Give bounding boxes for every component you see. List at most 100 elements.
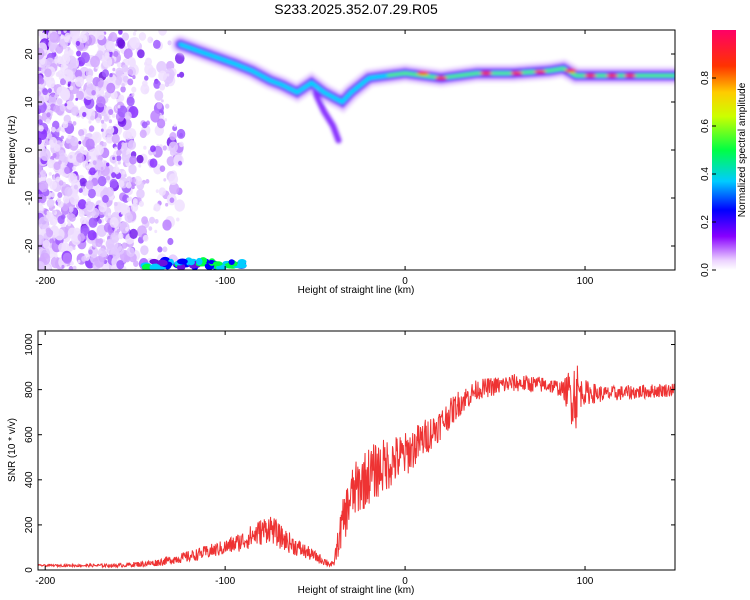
noise-speckle [142,234,149,242]
y-tick-label: 600 [24,426,35,443]
spectrogram-x-axis-label: Height of straight line (km) [298,285,415,296]
noise-speckle [129,155,137,165]
signal-blob [141,263,153,270]
noise-speckle [52,209,56,214]
noise-speckle [78,140,82,145]
ridge-peak [510,71,523,75]
ridge-peak [624,73,637,78]
noise-speckle [107,212,112,217]
noise-speckle [166,156,176,167]
noise-speckle [167,237,174,246]
colorbar: 0.0 0.2 0.4 0.6 0.8 Normalized spectral ampl… [700,30,748,277]
noise-speckle [141,121,148,129]
signal-blob [237,259,247,265]
noise-speckle [38,95,45,106]
noise-speckle [126,128,137,140]
snr-background [38,331,675,570]
noise-speckle [60,214,66,220]
noise-speckle [116,155,122,162]
noise-speckle [138,164,142,168]
noise-speckle [64,186,73,197]
noise-speckle [112,166,120,175]
noise-speckle [76,152,85,163]
noise-speckle [96,30,105,41]
noise-speckle [67,221,72,227]
noise-speckle [46,229,53,238]
noise-speckle [143,145,147,150]
noise-speckle [121,64,129,73]
noise-speckle [121,149,127,156]
noise-speckle [97,219,102,224]
noise-speckle [165,103,170,109]
noise-speckle [55,71,60,77]
noise-speckle [140,245,149,256]
noise-speckle [116,228,121,233]
noise-speckle [62,120,69,129]
noise-speckle [77,233,85,242]
noise-speckle [46,198,55,208]
noise-speckle [100,166,104,170]
noise-speckle [55,176,61,182]
noise-speckle [72,265,77,270]
noise-speckle [39,142,45,148]
noise-speckle [68,213,76,222]
colorbar-gradient [712,30,736,270]
noise-speckle [174,52,185,64]
noise-speckle [62,195,70,204]
noise-speckle [78,129,85,137]
signal-blob [149,258,159,265]
noise-speckle [38,137,42,145]
x-tick-label: 0 [402,576,408,587]
noise-speckle [131,185,135,190]
noise-speckle [68,122,72,127]
noise-speckle [103,115,110,122]
noise-speckle [115,209,118,213]
noise-speckle [147,36,154,44]
noise-speckle [89,167,96,176]
noise-speckle [81,255,87,262]
noise-speckle [51,126,56,133]
noise-speckle [141,216,149,225]
ridge-peak [417,71,430,75]
noise-speckle [133,175,142,186]
noise-speckle [164,118,168,122]
noise-speckle [61,264,65,269]
noise-speckle [168,173,179,186]
noise-speckle [163,178,167,182]
noise-speckle [53,105,60,113]
noise-speckle [117,39,126,49]
noise-speckle [88,119,92,124]
noise-speckle [106,82,116,94]
noise-speckle [164,81,170,88]
y-tick-label: 0 [24,567,35,573]
noise-speckle [124,212,133,223]
noise-speckle [117,105,121,109]
noise-speckle [46,112,51,118]
noise-speckle [69,85,74,91]
noise-speckle [132,31,137,36]
ridge-peak [435,76,448,80]
noise-speckle [105,175,111,181]
noise-speckle [121,83,125,87]
noise-speckle [95,238,100,244]
noise-speckle [100,119,105,124]
snr-x-ticks: -200 -100 0 100 [35,331,594,587]
y-tick-label: 10 [24,96,35,108]
noise-speckle [82,160,89,169]
noise-speckle [166,73,170,77]
noise-speckle [158,187,166,196]
spectrogram-ridge [171,35,675,144]
noise-speckle [114,146,117,150]
noise-speckle [156,61,167,74]
noise-speckle [58,180,64,186]
noise-speckle [103,222,113,233]
ridge-peak [480,71,493,75]
noise-speckle [149,158,158,168]
y-tick-label: 200 [24,516,35,533]
noise-speckle [57,200,64,208]
noise-speckle [138,32,147,41]
noise-speckle [124,254,131,263]
noise-speckle [179,141,184,148]
y-tick-label: -10 [24,190,35,205]
colorbar-tick-label: 0.0 [700,263,711,277]
